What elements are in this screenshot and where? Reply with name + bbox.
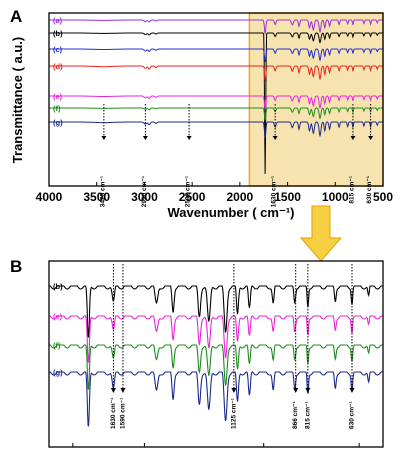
- annotation-arrow: [350, 136, 356, 140]
- panel-a-letter: A: [10, 7, 22, 26]
- annotation-arrow: [120, 388, 126, 393]
- panel-a-x-axis-title: Wavenumber ( cm⁻¹): [167, 205, 294, 220]
- annotation-arrow: [110, 388, 116, 393]
- zoom-arrow: [299, 205, 343, 262]
- x-tick-label: 500: [373, 190, 393, 204]
- annotation-arrow: [272, 136, 278, 140]
- annotation-arrow: [101, 136, 107, 140]
- series-line-a: [49, 19, 383, 35]
- annotation-arrow: [368, 136, 374, 140]
- panel-b-letter: B: [10, 257, 22, 276]
- panel-b-spectra: [49, 285, 383, 427]
- series-label-g: (g): [53, 118, 63, 127]
- series-line-c: [49, 48, 383, 63]
- annotation-label: 2532 cm⁻¹: [185, 176, 192, 207]
- series-label-f: (f): [53, 104, 61, 113]
- panel-b: B (b) (e) (f) (g) 1630 cm⁻¹ 1590 cm⁻¹ 1125 cm…: [10, 257, 384, 448]
- annotation-label: 3425 cm⁻¹: [99, 176, 106, 207]
- panel-b-annotations: 1630 cm⁻¹ 1590 cm⁻¹ 1125 cm⁻¹ 866 cm⁻¹ 815 c…: [110, 264, 355, 429]
- annotation-label: 1630 cm⁻¹: [110, 398, 117, 429]
- x-tick-label: 1000: [322, 190, 349, 204]
- series-label-d: (d): [53, 62, 63, 71]
- series-label-e: (e): [53, 312, 63, 321]
- annotation-arrow: [305, 388, 311, 393]
- annotation-label: 630 cm⁻¹: [348, 401, 355, 429]
- x-tick-label: 3000: [131, 190, 158, 204]
- series-line-g: [49, 371, 383, 427]
- series-line-d: [49, 65, 383, 82]
- series-line-g: [49, 121, 383, 139]
- panel-a-annotations: 3425 cm⁻¹ 2990 cm⁻¹ 2532 cm⁻¹ 1630 cm⁻¹ 815 …: [99, 104, 374, 207]
- series-label-a: (a): [53, 16, 63, 25]
- panel-b-x-ticks: [72, 443, 360, 447]
- series-label-c: (c): [53, 45, 63, 54]
- series-line-f: [49, 344, 383, 391]
- annotation-label: 1630 cm⁻¹: [271, 176, 278, 207]
- annotation-arrow: [186, 136, 192, 140]
- annotation-arrow: [293, 388, 299, 393]
- annotation-label: 2990 cm⁻¹: [141, 176, 148, 207]
- series-line-e: [49, 315, 383, 364]
- series-line-f: [49, 107, 383, 121]
- annotation-arrow: [231, 388, 237, 393]
- annotation-arrow: [142, 136, 148, 140]
- series-line-b: [49, 285, 383, 338]
- panel-a-series-labels: (a) (b) (c) (d) (e) (f) (g): [53, 16, 63, 127]
- x-tick-label: 4000: [36, 190, 63, 204]
- panel-a-frame: [48, 12, 384, 187]
- x-tick-label: 2000: [227, 190, 254, 204]
- annotation-label: 815 cm⁻¹: [304, 401, 311, 429]
- panel-b-series-labels: (b) (e) (f) (g): [53, 282, 63, 377]
- series-label-e: (e): [53, 92, 63, 101]
- highlight-region: [248, 12, 384, 187]
- panel-a-y-axis-title: Transmittance ( a.u.): [10, 37, 25, 163]
- x-tick-label: 3500: [83, 190, 110, 204]
- panel-a-x-ticks: 4000 3500 3000 2500 2000 1500 1000 500: [36, 182, 393, 204]
- x-tick-label: 2500: [179, 190, 206, 204]
- series-label-f: (f): [53, 341, 61, 350]
- series-label-g: (g): [53, 368, 63, 377]
- panel-a: A (a) (b) (c) (d) (e) (f) (g) 3425 cm⁻¹ 2990 cm…: [10, 7, 393, 220]
- x-tick-label: 1500: [274, 190, 301, 204]
- annotation-label: 815 cm⁻¹: [348, 176, 355, 204]
- series-label-b: (b): [53, 29, 63, 38]
- annotation-arrow: [349, 388, 355, 393]
- series-label-b: (b): [53, 282, 63, 291]
- annotation-label: 1125 cm⁻¹: [230, 398, 237, 429]
- panel-a-spectra: [49, 19, 383, 175]
- series-line-e: [49, 95, 383, 111]
- annotation-label: 1590 cm⁻¹: [119, 398, 126, 429]
- annotation-label: 866 cm⁻¹: [292, 401, 299, 429]
- panel-b-frame: [48, 260, 384, 448]
- series-line-b: [49, 32, 383, 175]
- annotation-label: 630 cm⁻¹: [366, 176, 373, 204]
